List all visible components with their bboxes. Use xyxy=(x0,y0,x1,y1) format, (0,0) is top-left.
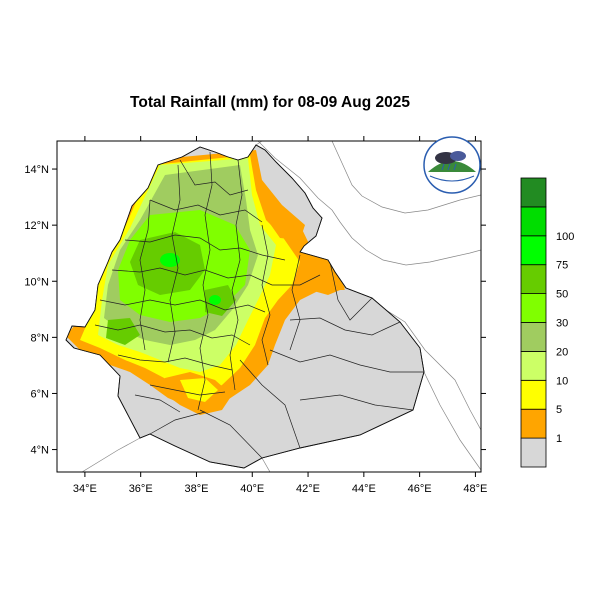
legend-swatch xyxy=(520,350,547,381)
legend-swatch xyxy=(520,264,547,295)
x-tick-label: 46°E xyxy=(408,483,432,495)
y-tick-label: 12°N xyxy=(24,220,49,232)
x-axis: 34°E 36°E 38°E 40°E 42°E 44°E 46°E 48°E xyxy=(73,136,487,495)
rain-zone-orange xyxy=(298,262,345,295)
y-tick-label: 4°N xyxy=(31,445,50,457)
legend-label: 10 xyxy=(556,375,568,387)
legend-label: 1 xyxy=(556,433,562,445)
legend-swatch xyxy=(520,322,547,352)
x-tick-label: 48°E xyxy=(463,483,487,495)
map-title: Total Rainfall (mm) for 08-09 Aug 2025 xyxy=(130,94,410,111)
x-tick-label: 40°E xyxy=(240,483,264,495)
legend-label: 75 xyxy=(556,260,568,272)
rain-zone-lime xyxy=(209,295,221,305)
legend-swatch xyxy=(520,437,547,468)
y-tick-label: 10°N xyxy=(24,276,49,288)
x-tick-label: 44°E xyxy=(352,483,376,495)
x-tick-label: 42°E xyxy=(296,483,320,495)
ethiopian-meteorology-institute-logo xyxy=(423,136,481,194)
legend-swatch xyxy=(520,235,547,266)
y-tick-label: 8°N xyxy=(31,332,50,344)
legend-swatch xyxy=(520,206,547,237)
country-outline-stroke xyxy=(65,144,425,469)
legend-swatch xyxy=(520,408,547,439)
admin-boundaries xyxy=(94,151,424,459)
rain-zone-orange xyxy=(262,180,305,240)
legend-swatch xyxy=(520,293,547,323)
x-tick-label: 36°E xyxy=(129,483,153,495)
legend-swatch xyxy=(520,177,547,208)
legend-label: 20 xyxy=(556,346,568,358)
rain-zone-yellow xyxy=(180,378,218,402)
legend-label: 5 xyxy=(556,404,562,416)
y-axis: 14°N 12°N 10°N 8°N 6°N 4°N xyxy=(24,164,486,457)
color-legend: 1 5 10 20 30 50 75 100 xyxy=(520,177,574,468)
legend-swatch xyxy=(520,379,547,410)
legend-label: 30 xyxy=(556,318,568,330)
rain-zone-lime xyxy=(160,253,180,267)
y-tick-label: 6°N xyxy=(31,388,50,400)
x-tick-label: 38°E xyxy=(184,483,208,495)
neighbor-borders xyxy=(81,141,481,472)
rain-zone-green xyxy=(106,318,140,345)
legend-label: 50 xyxy=(556,289,568,301)
map-frame xyxy=(56,140,482,473)
x-tick-label: 34°E xyxy=(73,483,97,495)
legend-label: 100 xyxy=(556,231,574,243)
y-tick-label: 14°N xyxy=(24,164,49,176)
